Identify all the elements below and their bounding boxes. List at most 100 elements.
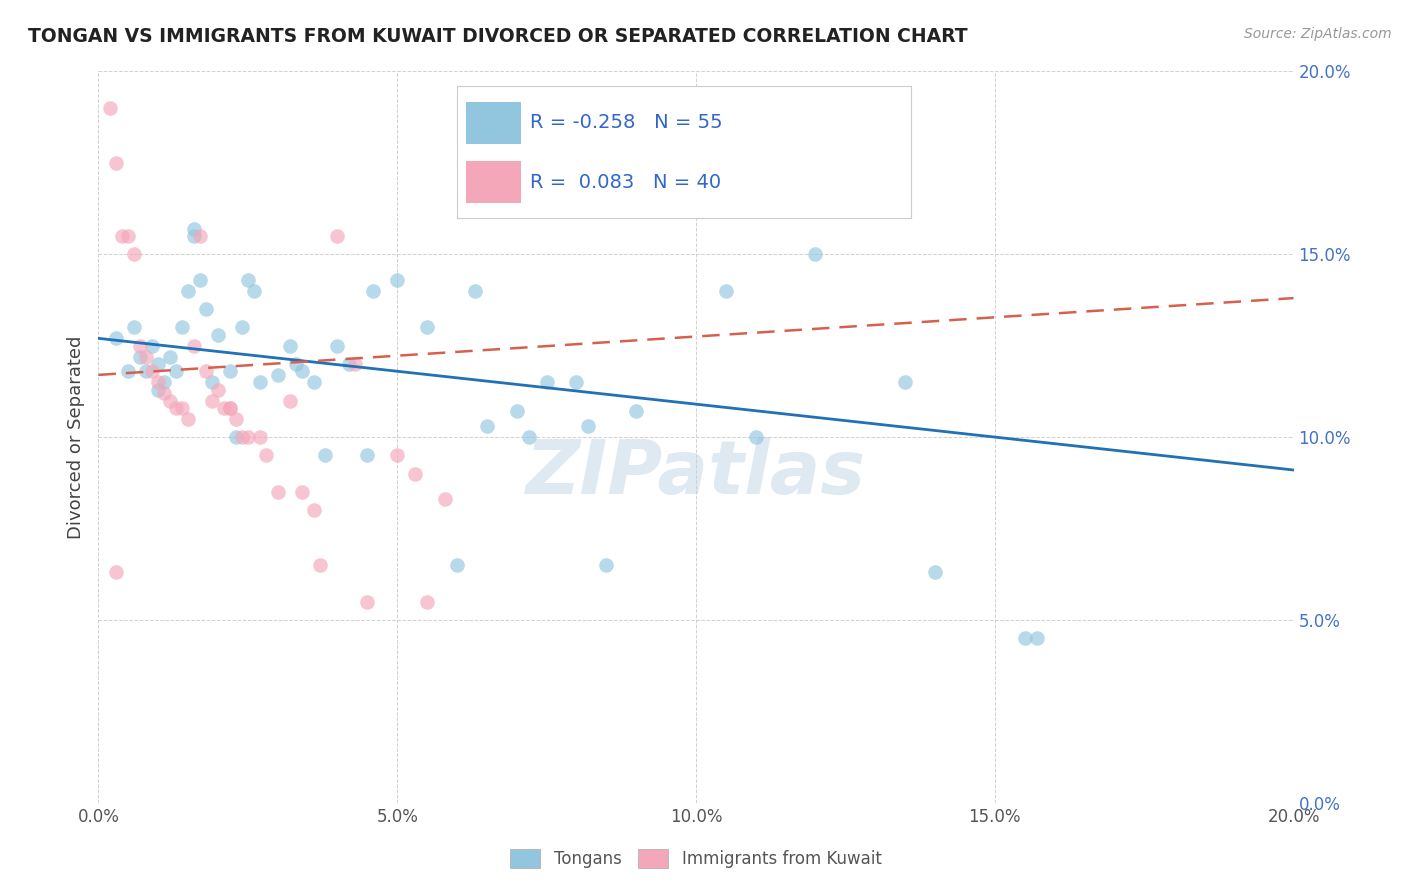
Point (183, 338, 205, 352)
Point (129, 350, 152, 364)
Point (236, 430, 259, 444)
Point (308, 558, 330, 573)
Point (249, 430, 271, 444)
Point (254, 448, 277, 462)
Point (105, 156, 128, 170)
Point (714, 284, 737, 298)
Point (249, 375, 271, 389)
Point (153, 386, 176, 401)
Point (195, 364, 218, 378)
Point (517, 430, 540, 444)
Point (124, 247, 146, 261)
Point (267, 485, 290, 500)
Point (536, 375, 558, 389)
Point (219, 401, 242, 415)
Point (135, 364, 157, 378)
Point (236, 273, 259, 287)
Point (201, 375, 224, 389)
Point (212, 401, 235, 415)
Point (117, 364, 139, 378)
Point (356, 594, 378, 608)
Point (148, 375, 170, 389)
Point (183, 221, 205, 235)
Point (165, 364, 187, 378)
Point (111, 229, 134, 244)
Point (385, 273, 409, 287)
Point (141, 338, 163, 352)
Point (225, 430, 247, 444)
Point (1025, 632, 1047, 646)
Point (159, 393, 181, 408)
Point (302, 375, 325, 389)
Point (231, 320, 253, 334)
Point (326, 229, 349, 244)
Point (98, 101, 122, 115)
Point (231, 430, 253, 444)
Point (595, 558, 617, 573)
Point (267, 368, 290, 382)
Point (745, 430, 768, 444)
Point (565, 375, 588, 389)
Point (207, 327, 229, 342)
Point (291, 485, 314, 500)
Point (159, 350, 181, 364)
Point (172, 401, 194, 415)
Point (302, 503, 325, 517)
Point (924, 566, 946, 580)
Point (172, 320, 194, 334)
Point (165, 401, 187, 415)
Point (291, 364, 314, 378)
Point (105, 331, 128, 345)
Point (804, 247, 827, 261)
Point (363, 284, 385, 298)
Point (284, 357, 307, 371)
Point (135, 350, 157, 364)
Point (117, 229, 139, 244)
Point (225, 412, 247, 426)
Point (315, 448, 337, 462)
Point (344, 357, 367, 371)
Point (685, 156, 707, 170)
Point (356, 448, 378, 462)
Point (339, 357, 361, 371)
Point (385, 448, 409, 462)
Point (446, 558, 468, 573)
Point (326, 338, 349, 352)
Point (475, 419, 498, 434)
Point (506, 404, 529, 418)
Point (148, 357, 170, 371)
Point (188, 229, 211, 244)
Point (626, 404, 648, 418)
Point (177, 412, 200, 426)
Point (141, 364, 163, 378)
Point (278, 393, 301, 408)
Point (404, 467, 426, 481)
Point (894, 375, 917, 389)
Point (219, 401, 242, 415)
Point (278, 338, 301, 352)
Point (207, 383, 229, 397)
Point (105, 566, 128, 580)
Point (1014, 632, 1036, 646)
Point (201, 393, 224, 408)
Point (195, 301, 218, 317)
Text: ZIPatlas: ZIPatlas (526, 437, 866, 510)
Y-axis label: Divorced or Separated: Divorced or Separated (66, 335, 84, 539)
Point (416, 320, 439, 334)
Text: TONGAN VS IMMIGRANTS FROM KUWAIT DIVORCED OR SEPARATED CORRELATION CHART: TONGAN VS IMMIGRANTS FROM KUWAIT DIVORCE… (28, 27, 967, 45)
Point (434, 492, 457, 507)
Text: Source: ZipAtlas.com: Source: ZipAtlas.com (1244, 27, 1392, 41)
Point (243, 284, 266, 298)
Point (129, 338, 152, 352)
Point (177, 284, 200, 298)
Point (153, 375, 176, 389)
Point (124, 320, 146, 334)
Point (464, 284, 486, 298)
Point (188, 273, 211, 287)
Point (416, 594, 439, 608)
Point (578, 419, 600, 434)
Point (219, 364, 242, 378)
Legend: Tongans, Immigrants from Kuwait: Tongans, Immigrants from Kuwait (503, 842, 889, 875)
Point (148, 383, 170, 397)
Point (183, 229, 205, 244)
